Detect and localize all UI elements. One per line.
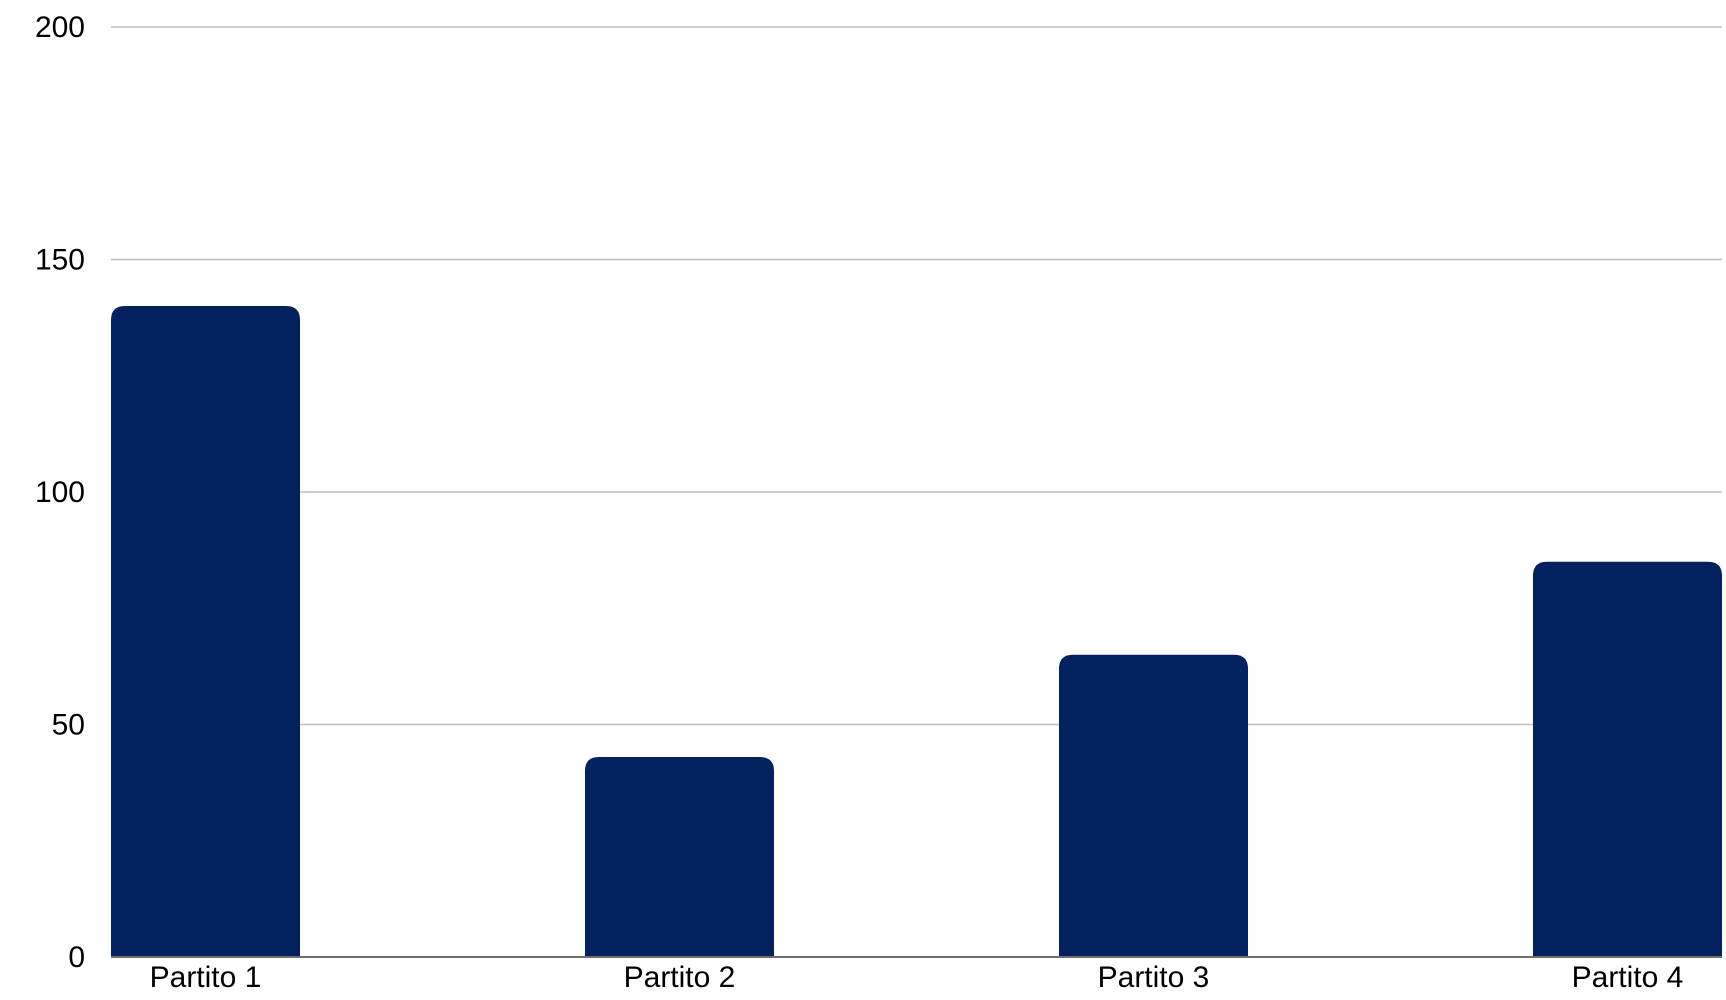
y-tick-label: 50 <box>52 709 85 742</box>
y-tick-label: 0 <box>68 941 85 974</box>
bars <box>111 306 1722 957</box>
bar-partito-1 <box>111 306 300 957</box>
x-tick-label: Partito 3 <box>1098 961 1210 994</box>
y-axis-tick-labels: 0 50 100 150 200 <box>35 11 85 974</box>
y-tick-label: 150 <box>35 244 85 277</box>
y-tick-label: 100 <box>35 476 85 509</box>
x-tick-label: Partito 2 <box>624 961 736 994</box>
gridlines <box>111 26 1722 726</box>
x-axis-tick-labels: Partito 1 Partito 2 Partito 3 Partito 4 <box>150 961 1684 994</box>
y-tick-label: 200 <box>35 11 85 44</box>
bar-partito-3 <box>1059 654 1248 957</box>
x-tick-label: Partito 4 <box>1572 961 1684 994</box>
x-tick-label: Partito 1 <box>150 961 262 994</box>
bar-partito-2 <box>585 757 774 957</box>
bar-partito-4 <box>1533 561 1722 957</box>
